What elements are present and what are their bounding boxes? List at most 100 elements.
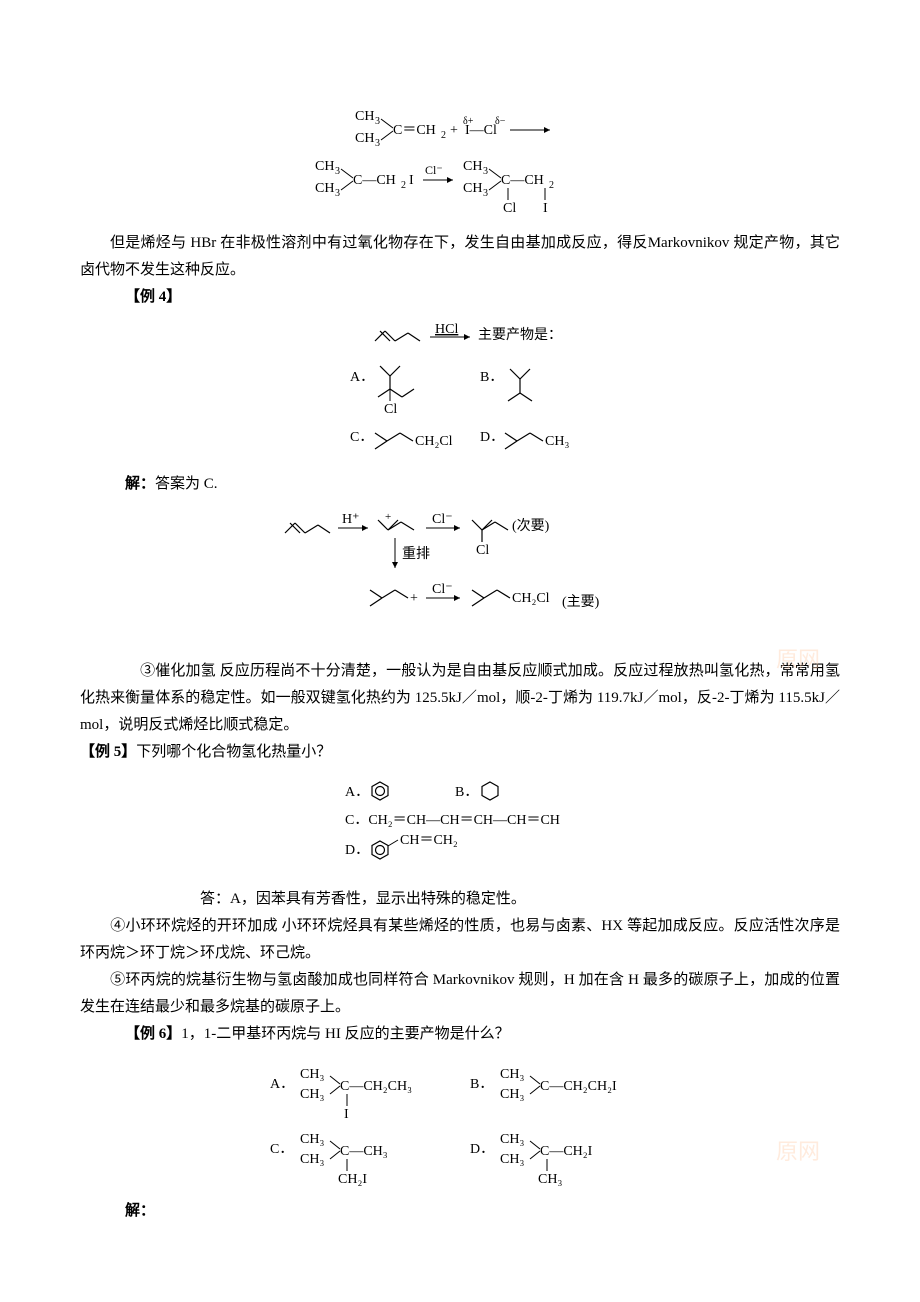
svg-text:CH₃: CH₃ xyxy=(545,434,569,449)
ex5-text: 下列哪个化合物氢化热量小？ xyxy=(136,744,331,760)
paragraph-ring-open: ④小环环烷烃的开环加成 小环环烷烃具有某些烯烃的性质，也易与卤素、HX 等起加成… xyxy=(80,913,840,967)
svg-text:C．: C． xyxy=(350,430,373,445)
svg-text:HCl: HCl xyxy=(435,322,458,337)
document-page: CH3 CH3 C＝CH2 + δ+ I—Cl δ− CH3 CH3 C—CH2… xyxy=(0,0,920,1302)
svg-text:A．: A． xyxy=(270,1077,294,1092)
paragraph-markovnikov: ⑤环丙烷的烷基衍生物与氢卤酸加成也同样符合 Markovnikov 规则，H 加… xyxy=(80,967,840,1021)
ans5-text: 答：A，因苯具有芳香性，显示出特殊的稳定性。 xyxy=(200,891,526,907)
equation-2: HCl 主要产物是： A． Cl B． xyxy=(80,321,840,461)
para3-text: ④小环环烷烃的开环加成 小环环烷烃具有某些烯烃的性质，也易与卤素、HX 等起加成… xyxy=(80,918,840,961)
svg-text:C＝CH: C＝CH xyxy=(393,123,436,138)
svg-text:C．: C． xyxy=(270,1142,293,1157)
paragraph-hydrogenation: ③催化加氢 反应历程尚不十分清楚，一般认为是自由基反应顺式加成。反应过程放热叫氢… xyxy=(80,658,840,739)
answer-4: 解：答案为 C. xyxy=(80,471,840,498)
svg-text:3: 3 xyxy=(335,166,340,177)
ex4-label-text: 【例 4】 xyxy=(125,289,181,305)
svg-text:C—CH₂CH₂I: C—CH₂CH₂I xyxy=(540,1079,617,1094)
svg-text:CH₃: CH₃ xyxy=(500,1087,524,1102)
svg-text:CH₃: CH₃ xyxy=(500,1152,524,1167)
svg-text:C—CH: C—CH xyxy=(353,173,396,188)
svg-text:D．: D． xyxy=(345,843,369,858)
svg-text:D．: D． xyxy=(470,1142,494,1157)
svg-text:A．: A． xyxy=(350,370,374,385)
svg-text:CH₃: CH₃ xyxy=(300,1152,324,1167)
svg-text:I: I xyxy=(409,173,414,188)
svg-text:CH₃: CH₃ xyxy=(300,1132,324,1147)
svg-text:(主要): (主要) xyxy=(562,594,600,610)
svg-text:3: 3 xyxy=(335,188,340,199)
svg-text:CH₃: CH₃ xyxy=(538,1172,562,1187)
example-6: 【例 6】1，1-二甲基环丙烷与 HI 反应的主要产物是什么？ xyxy=(80,1021,840,1048)
svg-text:2: 2 xyxy=(401,180,406,191)
svg-text:2: 2 xyxy=(441,130,446,141)
svg-text:+: + xyxy=(385,511,391,523)
equation-5: A． CH₃ CH₃ C—CH₂CH₃ I B． CH₃ CH₃ C—CH₂CH… xyxy=(80,1058,840,1188)
svg-text:CH₃: CH₃ xyxy=(500,1132,524,1147)
svg-text:CH: CH xyxy=(355,131,374,146)
svg-text:+: + xyxy=(450,123,458,138)
svg-text:CH₂I: CH₂I xyxy=(338,1172,367,1187)
equation-1: CH3 CH3 C＝CH2 + δ+ I—Cl δ− CH3 CH3 C—CH2… xyxy=(80,100,840,220)
svg-text:Cl⁻: Cl⁻ xyxy=(432,582,453,597)
svg-text:Cl⁻: Cl⁻ xyxy=(432,512,453,527)
example-4-label: 【例 4】 xyxy=(80,284,840,311)
ex5-label: 【例 5】 xyxy=(80,744,136,760)
svg-text:I: I xyxy=(344,1107,349,1122)
svg-text:δ−: δ− xyxy=(495,116,506,127)
svg-text:2: 2 xyxy=(549,180,554,191)
svg-text:CH₂Cl: CH₂Cl xyxy=(512,591,550,606)
ans4-label: 解： xyxy=(125,476,155,492)
svg-text:CH: CH xyxy=(463,159,482,174)
svg-text:(次要): (次要) xyxy=(512,518,550,534)
svg-text:C—CH₂I: C—CH₂I xyxy=(540,1144,593,1159)
paragraph-hbr: 但是烯烃与 HBr 在非极性溶剂中有过氧化物存在下，发生自由基加成反应，得反Ma… xyxy=(80,230,840,284)
para4-text: ⑤环丙烷的烷基衍生物与氢卤酸加成也同样符合 Markovnikov 规则，H 加… xyxy=(80,972,840,1015)
para2-text: ③催化加氢 反应历程尚不十分清楚，一般认为是自由基反应顺式加成。反应过程放热叫氢… xyxy=(80,663,840,733)
svg-text:+: + xyxy=(410,591,418,606)
svg-text:B．: B． xyxy=(455,785,478,800)
svg-text:CH₂Cl: CH₂Cl xyxy=(415,434,453,449)
svg-text:3: 3 xyxy=(483,188,488,199)
svg-text:C—CH₃: C—CH₃ xyxy=(340,1144,388,1159)
svg-text:CH₃: CH₃ xyxy=(500,1067,524,1082)
equation-4: A． B． C．CH₂＝CH—CH＝CH—CH＝CH D． CH xyxy=(80,776,840,876)
svg-text:CH₃: CH₃ xyxy=(300,1087,324,1102)
ex6-label: 【例 6】 xyxy=(125,1026,181,1042)
svg-text:Cl: Cl xyxy=(384,402,397,417)
svg-text:3: 3 xyxy=(375,138,380,149)
svg-text:C．CH₂＝CH—CH＝CH—CH＝CH: C．CH₂＝CH—CH＝CH—CH＝CH xyxy=(345,813,560,828)
answer-6: 解： xyxy=(80,1198,840,1225)
answer-5: 答：A，因苯具有芳香性，显示出特殊的稳定性。 xyxy=(80,886,840,913)
svg-text:CH: CH xyxy=(315,181,334,196)
svg-text:3: 3 xyxy=(483,166,488,177)
svg-text:Cl: Cl xyxy=(476,543,489,558)
eq4-svg: A． B． C．CH₂＝CH—CH＝CH—CH＝CH D． CH xyxy=(295,776,625,876)
svg-text:Cl: Cl xyxy=(503,201,516,216)
example-5: 【例 5】下列哪个化合物氢化热量小？ xyxy=(80,739,840,766)
svg-text:B．: B． xyxy=(470,1077,493,1092)
ans4-text: 答案为 C. xyxy=(155,476,218,492)
svg-text:Cl⁻: Cl⁻ xyxy=(425,163,443,177)
equation-3: H⁺ + Cl⁻ xyxy=(80,508,840,648)
svg-text:重排: 重排 xyxy=(402,546,430,562)
svg-text:CH: CH xyxy=(463,181,482,196)
eq5-svg: A． CH₃ CH₃ C—CH₂CH₃ I B． CH₃ CH₃ C—CH₂CH… xyxy=(240,1058,680,1188)
eq3-svg: H⁺ + Cl⁻ xyxy=(250,508,670,648)
svg-text:I: I xyxy=(543,201,548,216)
svg-text:CH₃: CH₃ xyxy=(300,1067,324,1082)
svg-text:C—CH₂CH₃: C—CH₂CH₃ xyxy=(340,1079,412,1094)
svg-text:I—Cl: I—Cl xyxy=(465,123,497,138)
svg-text:A．: A． xyxy=(345,785,369,800)
svg-text:C—CH: C—CH xyxy=(501,173,544,188)
eq1-svg: CH3 CH3 C＝CH2 + δ+ I—Cl δ− CH3 CH3 C—CH2… xyxy=(295,100,625,220)
svg-text:主要产物是：: 主要产物是： xyxy=(478,327,562,343)
svg-text:3: 3 xyxy=(375,116,380,127)
eq2-svg: HCl 主要产物是： A． Cl B． xyxy=(280,321,640,461)
svg-text:CH: CH xyxy=(315,159,334,174)
svg-text:B．: B． xyxy=(480,370,503,385)
svg-text:CH＝CH₂: CH＝CH₂ xyxy=(400,833,458,848)
svg-text:CH: CH xyxy=(355,109,374,124)
svg-text:H⁺: H⁺ xyxy=(342,512,360,527)
svg-text:D．: D． xyxy=(480,430,504,445)
ans6-label: 解： xyxy=(125,1203,155,1219)
